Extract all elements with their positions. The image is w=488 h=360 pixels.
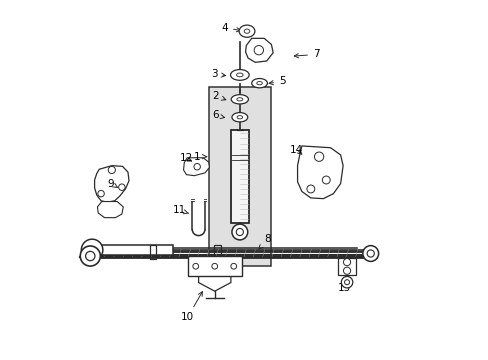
Text: 6: 6 (211, 111, 224, 121)
Ellipse shape (237, 116, 242, 119)
Circle shape (81, 239, 102, 261)
Ellipse shape (251, 78, 267, 88)
Bar (92, 244, 172, 255)
Bar (214, 245, 221, 259)
Text: 10: 10 (181, 292, 202, 322)
Circle shape (306, 185, 314, 193)
Ellipse shape (256, 82, 262, 85)
Circle shape (230, 264, 236, 269)
Circle shape (194, 163, 200, 170)
Circle shape (341, 276, 352, 288)
Circle shape (343, 267, 350, 274)
Ellipse shape (231, 113, 247, 122)
Bar (187, 256, 241, 276)
Text: 9: 9 (107, 179, 117, 189)
Ellipse shape (239, 25, 254, 37)
Polygon shape (245, 39, 273, 62)
Text: 12: 12 (180, 153, 193, 163)
Polygon shape (198, 276, 230, 291)
Circle shape (314, 152, 323, 161)
Circle shape (85, 251, 95, 261)
Bar (208, 87, 271, 266)
Circle shape (254, 45, 263, 55)
Bar (338, 258, 355, 275)
Ellipse shape (230, 69, 249, 80)
Circle shape (192, 264, 198, 269)
Circle shape (362, 246, 378, 261)
Circle shape (231, 224, 247, 240)
Circle shape (344, 280, 349, 285)
Text: 5: 5 (268, 76, 285, 86)
Text: 8: 8 (258, 234, 270, 249)
Circle shape (322, 176, 329, 184)
Polygon shape (297, 146, 343, 199)
Polygon shape (183, 158, 209, 176)
Text: 1: 1 (193, 152, 206, 162)
Polygon shape (94, 166, 129, 202)
Circle shape (343, 258, 350, 266)
Text: 2: 2 (211, 91, 225, 101)
Circle shape (98, 190, 104, 197)
Circle shape (80, 246, 100, 266)
Text: 3: 3 (210, 69, 225, 79)
Text: 14: 14 (289, 144, 303, 154)
Ellipse shape (236, 73, 243, 77)
Text: 7: 7 (294, 49, 319, 59)
Text: 11: 11 (172, 206, 188, 216)
Bar (149, 245, 156, 259)
Circle shape (236, 228, 243, 235)
Circle shape (108, 166, 115, 174)
Ellipse shape (244, 29, 249, 33)
Circle shape (211, 264, 217, 269)
Bar (230, 130, 248, 223)
Polygon shape (97, 202, 123, 218)
Text: 13: 13 (338, 278, 351, 293)
Ellipse shape (231, 95, 248, 104)
Ellipse shape (236, 98, 243, 101)
Text: 4: 4 (221, 23, 240, 33)
Circle shape (119, 184, 125, 190)
Circle shape (366, 250, 373, 257)
